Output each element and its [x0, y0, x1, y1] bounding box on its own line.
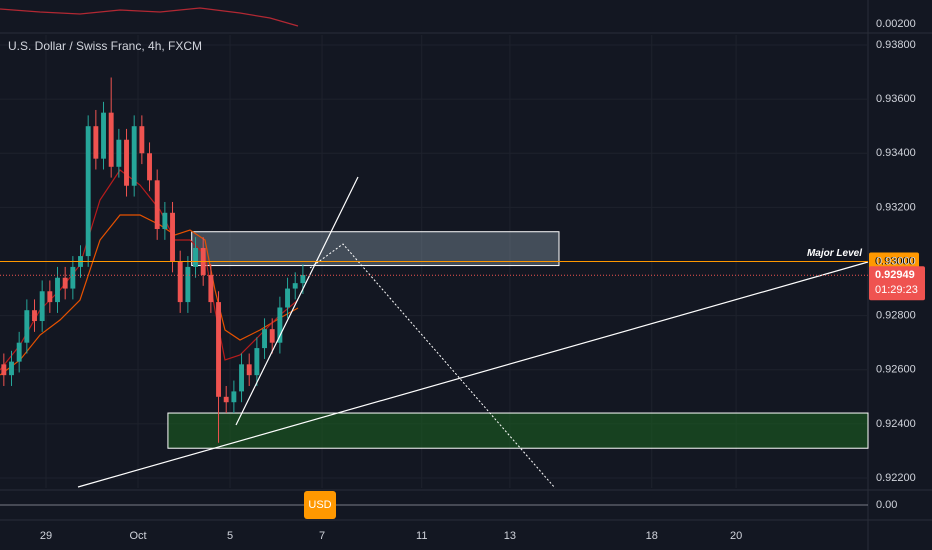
candle-body — [116, 139, 122, 167]
candle-body — [277, 307, 283, 343]
indicator-line — [0, 7, 299, 27]
x-tick-label: 5 — [227, 530, 233, 542]
candle-body — [246, 364, 252, 376]
candle-body — [32, 310, 37, 322]
candle-body — [254, 348, 260, 376]
candle-body — [185, 266, 191, 303]
candle-body — [108, 112, 114, 167]
candle-body — [85, 126, 91, 257]
candle-body — [300, 275, 306, 284]
x-tick-label: Oct — [129, 530, 146, 542]
y-tick-label: 0.92600 — [876, 364, 916, 376]
countdown-label: 01:29:23 — [875, 284, 918, 296]
trend-line — [77, 261, 869, 488]
y-tick-label: 0.92800 — [876, 310, 916, 322]
candle-body — [131, 126, 137, 186]
candle-body — [208, 275, 214, 303]
candle-body — [62, 277, 68, 289]
price-tag — [869, 252, 919, 271]
chart-title: U.S. Dollar / Swiss Franc, 4h, FXCM — [8, 39, 202, 53]
x-tick-label: 29 — [40, 530, 52, 542]
candle-body — [170, 212, 175, 262]
price-tag-label: 0.92949 — [875, 269, 915, 281]
candle-body — [139, 126, 145, 154]
candle-body — [147, 153, 152, 181]
candle-body — [162, 212, 168, 230]
candle-body — [47, 291, 53, 303]
moving-average — [0, 214, 299, 376]
y-tick-label: 0.93400 — [876, 147, 916, 159]
candle-body — [9, 361, 14, 376]
price-tag — [869, 266, 925, 301]
candle-body — [124, 139, 129, 186]
y-tick-label: 0.93200 — [876, 201, 916, 213]
candle-body — [239, 364, 244, 392]
candle-body — [269, 329, 275, 343]
candle-body — [262, 329, 267, 349]
zone — [191, 231, 560, 267]
candle-body — [93, 126, 99, 159]
major-level-label: Major Level — [807, 248, 862, 259]
candle-body — [231, 391, 237, 403]
levels: Major Level 0.93000 0.92949 01:29:23 — [0, 248, 925, 301]
candle-body — [193, 247, 198, 267]
x-tick-label: 20 — [730, 530, 742, 542]
y-tick-label: 0.92400 — [876, 418, 916, 430]
x-tick-label: 18 — [646, 530, 658, 542]
zones — [167, 231, 869, 449]
indicator-bottom-label: 0.00 — [876, 499, 897, 511]
candle-body — [39, 291, 45, 322]
trend-line — [235, 176, 359, 426]
candles — [1, 77, 306, 443]
currency-badge — [304, 491, 336, 519]
x-tick-label: 13 — [504, 530, 516, 542]
candle-body — [223, 396, 229, 403]
candle-body — [285, 288, 290, 308]
y-tick-label: 0.93800 — [876, 39, 916, 51]
candle-body — [70, 266, 76, 289]
projection-line — [309, 243, 556, 489]
candle-body — [16, 342, 22, 362]
candle-body — [216, 302, 221, 397]
candle-body — [101, 112, 106, 159]
candle-body — [154, 180, 160, 230]
currency-badge-label: USD — [308, 499, 331, 511]
indicator-top-label: 0.00200 — [876, 18, 916, 30]
x-tick-label: 11 — [416, 530, 427, 542]
candle-body — [55, 277, 60, 303]
price-tag-label: 0.93000 — [875, 255, 915, 267]
x-tick-label: 7 — [319, 530, 325, 542]
zone — [167, 412, 869, 449]
y-tick-label: 0.93600 — [876, 93, 916, 105]
candle-body — [177, 261, 183, 303]
candle-body — [24, 310, 30, 343]
y-tick-label: 0.92200 — [876, 472, 916, 484]
candle-body — [1, 364, 7, 376]
candle-body — [292, 283, 298, 289]
y-tick-label: 0.93000 — [876, 255, 916, 267]
